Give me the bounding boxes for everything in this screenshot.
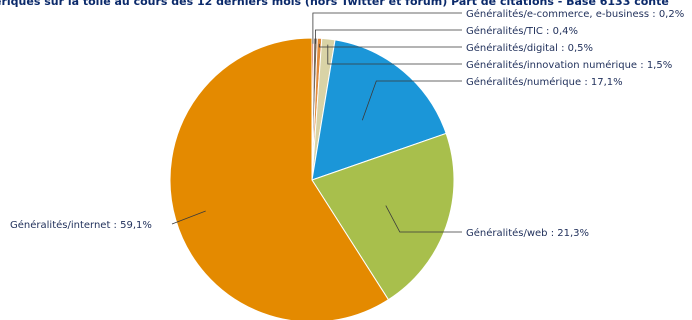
- leader-line: [327, 44, 462, 65]
- slice-labels: Généralités/e-commerce, e-business : 0,2…: [10, 8, 684, 239]
- leader-line: [314, 29, 462, 44]
- pie-slice: [169, 37, 390, 320]
- leader-line: [312, 12, 462, 44]
- leader-line: [318, 43, 462, 48]
- slice-label: Généralités/digital : 0,5%: [466, 42, 593, 54]
- chart-title: ériques sur la toile au cours des 12 der…: [0, 0, 669, 8]
- leader-line: [361, 80, 462, 121]
- leader-line: [171, 210, 206, 225]
- slice-label: Généralités/internet : 59,1%: [10, 219, 152, 231]
- slice-label: Généralités/TIC : 0,4%: [466, 25, 578, 37]
- leader-line: [385, 205, 462, 233]
- pie-slices: [169, 37, 455, 320]
- leader-lines: [171, 12, 462, 233]
- slice-label: Généralités/web : 21,3%: [466, 227, 589, 239]
- pie-slice: [311, 132, 455, 301]
- slice-label: Généralités/innovation numérique : 1,5%: [466, 59, 672, 71]
- slice-label: Généralités/numérique : 17,1%: [466, 76, 623, 88]
- slice-label: Généralités/e-commerce, e-business : 0,2…: [466, 8, 684, 20]
